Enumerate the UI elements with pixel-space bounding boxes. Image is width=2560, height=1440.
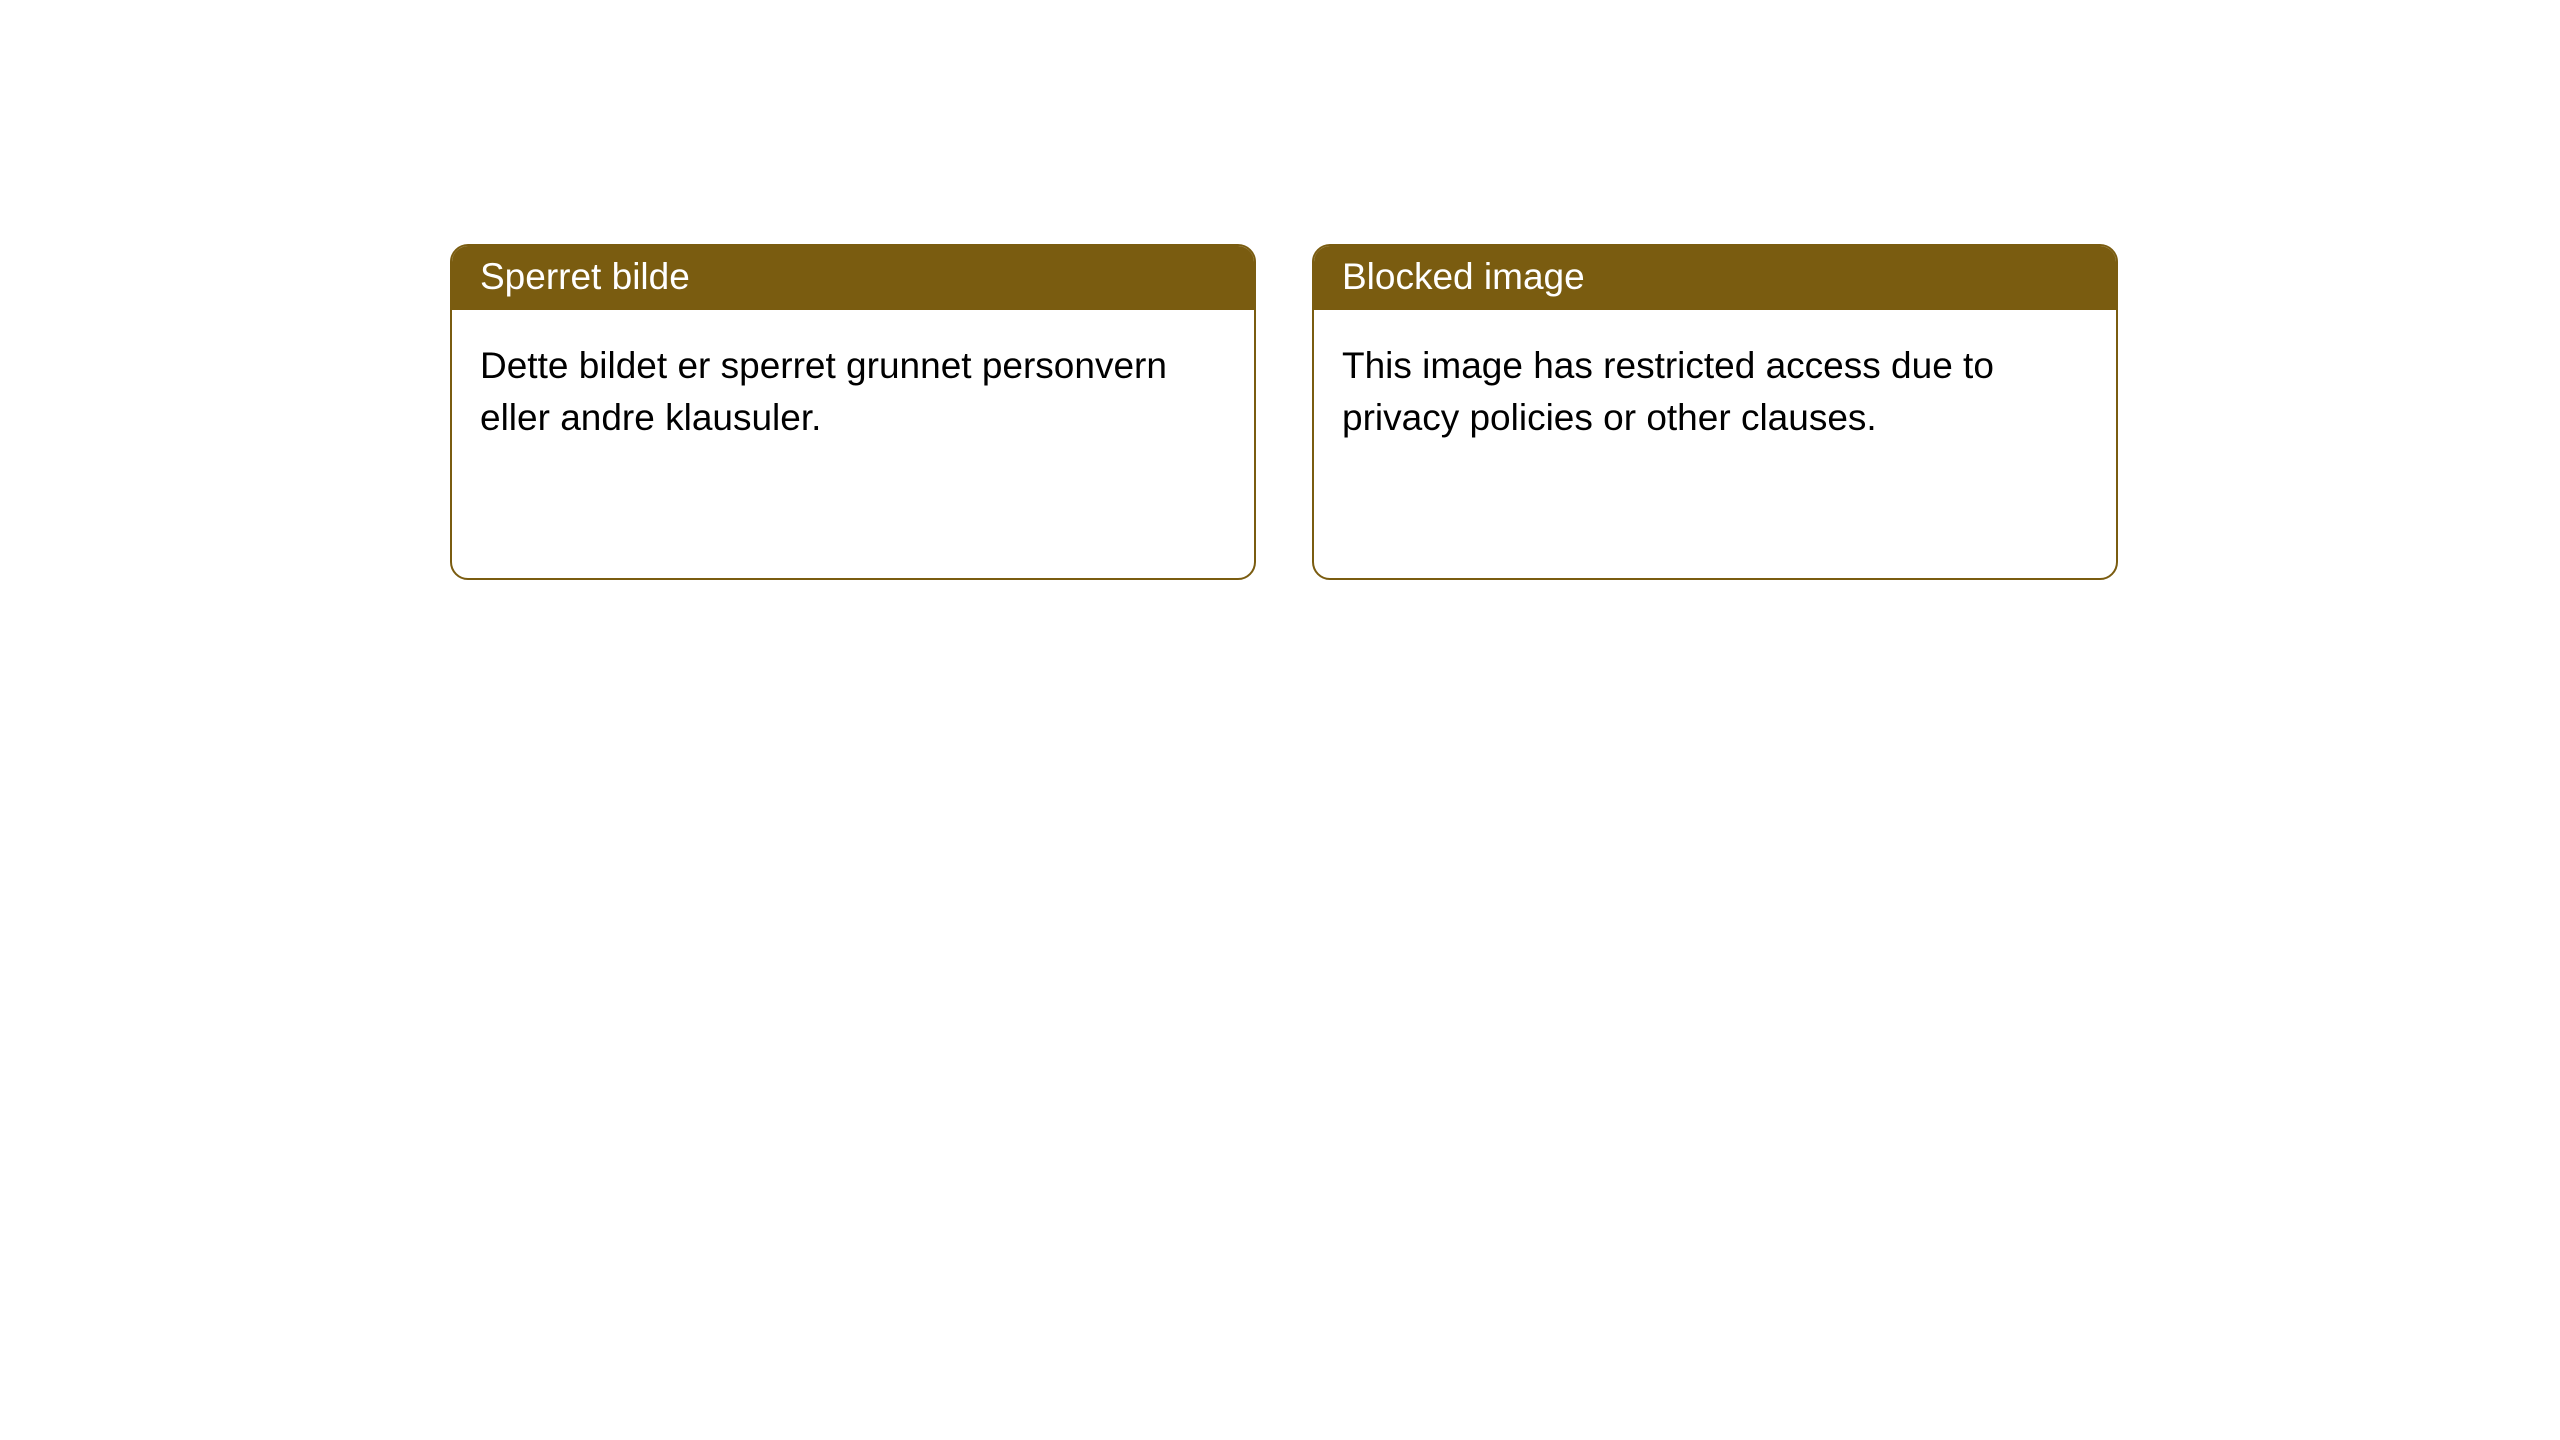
card-header-en: Blocked image — [1314, 246, 2116, 310]
blocked-image-card-no: Sperret bilde Dette bildet er sperret gr… — [450, 244, 1256, 580]
card-title-no: Sperret bilde — [480, 256, 690, 297]
card-body-en: This image has restricted access due to … — [1314, 310, 2116, 474]
card-message-en: This image has restricted access due to … — [1342, 345, 1994, 438]
blocked-image-card-en: Blocked image This image has restricted … — [1312, 244, 2118, 580]
card-message-no: Dette bildet er sperret grunnet personve… — [480, 345, 1167, 438]
card-title-en: Blocked image — [1342, 256, 1585, 297]
notice-container: Sperret bilde Dette bildet er sperret gr… — [0, 0, 2560, 580]
card-body-no: Dette bildet er sperret grunnet personve… — [452, 310, 1254, 474]
card-header-no: Sperret bilde — [452, 246, 1254, 310]
